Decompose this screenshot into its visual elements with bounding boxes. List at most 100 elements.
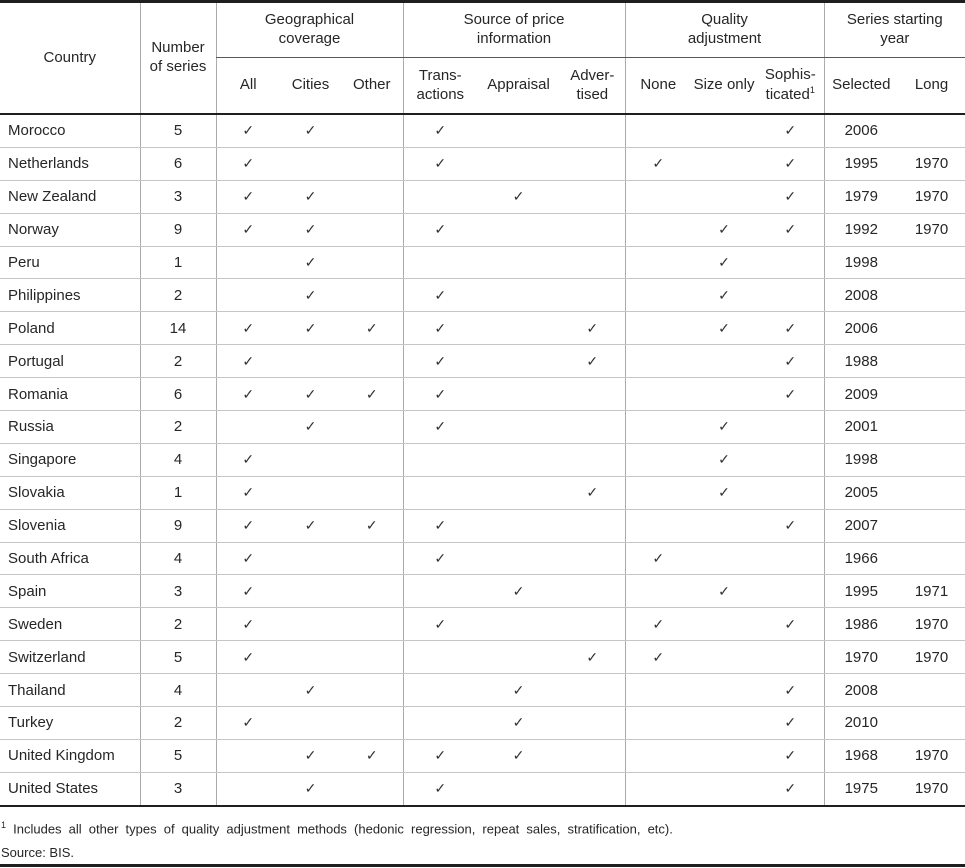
checkmark-icon: ✓ (434, 418, 447, 435)
check-cell-sophisticated (757, 640, 825, 675)
selected-year-cell: 2005 (823, 476, 899, 510)
check-cell-other (341, 607, 404, 642)
subheader-none: None (624, 57, 692, 115)
checkmark-icon: ✓ (586, 648, 599, 665)
check-cell-none (624, 739, 692, 773)
check-cell-other (341, 476, 404, 510)
header-country: Country (0, 1, 140, 115)
check-cell-none (624, 377, 692, 412)
check-cell-none (624, 772, 692, 807)
series-count-cell: 4 (139, 673, 216, 708)
checkmark-icon: ✓ (434, 352, 447, 369)
check-cell-none: ✓ (624, 542, 692, 576)
table-row: Netherlands 6 ✓ ✓ ✓ ✓ 1995 1970 (0, 147, 965, 181)
table-row: Romania 6 ✓ ✓ ✓ ✓ ✓ 2009 (0, 377, 965, 412)
check-cell-other (341, 344, 404, 379)
long-year-cell (898, 509, 965, 543)
check-cell-transactions: ✓ (402, 278, 478, 313)
check-cell-transactions: ✓ (402, 114, 478, 148)
check-cell-size-only (691, 542, 758, 576)
selected-year-cell: 1979 (823, 180, 899, 214)
check-cell-all: ✓ (215, 509, 280, 543)
checkmark-icon: ✓ (718, 286, 730, 303)
selected-year-cell: 2010 (823, 706, 899, 740)
selected-year-cell: 1995 (823, 574, 899, 609)
table-row: Singapore 4 ✓ ✓ 1998 (0, 443, 965, 477)
country-cell: Romania (0, 377, 140, 412)
check-cell-all (215, 673, 280, 708)
check-cell-none (624, 180, 692, 214)
series-count-cell: 2 (139, 706, 216, 740)
check-cell-advertised (560, 542, 626, 576)
selected-year-cell: 1998 (823, 246, 899, 280)
check-cell-appraisal (477, 410, 561, 444)
check-cell-size-only (691, 344, 758, 379)
check-cell-appraisal: ✓ (477, 673, 561, 708)
selected-year-cell: 1992 (823, 213, 899, 247)
checkmark-icon: ✓ (242, 221, 255, 238)
check-cell-cities: ✓ (280, 213, 341, 247)
check-cell-transactions (402, 476, 478, 510)
subheader-all: All (215, 57, 280, 115)
selected-year-cell: 2008 (823, 673, 899, 708)
table-row: Portugal 2 ✓ ✓ ✓ ✓ 1988 (0, 344, 965, 379)
check-cell-transactions: ✓ (402, 509, 478, 543)
check-cell-transactions: ✓ (402, 377, 478, 412)
checkmark-icon: ✓ (242, 484, 255, 501)
check-cell-none (624, 278, 692, 313)
check-cell-size-only (691, 114, 758, 148)
check-cell-size-only: ✓ (691, 410, 758, 444)
long-year-cell (898, 377, 965, 412)
subheader-appraisal: Appraisal (477, 57, 561, 115)
selected-year-cell: 1998 (823, 443, 899, 477)
subheader-sophisticated-label: Sophis-ticated (764, 66, 816, 103)
check-cell-cities (280, 640, 341, 675)
checkmark-icon: ✓ (434, 517, 447, 534)
checkmark-icon: ✓ (304, 681, 317, 698)
selected-year-cell: 2006 (823, 311, 899, 346)
check-cell-other: ✓ (341, 739, 404, 773)
group-label: Source of price information (463, 11, 565, 47)
checkmark-icon: ✓ (365, 385, 378, 402)
checkmark-icon: ✓ (718, 484, 730, 501)
check-cell-all: ✓ (215, 114, 280, 148)
checkmark-icon: ✓ (304, 517, 317, 534)
check-cell-all: ✓ (215, 706, 280, 740)
footnote-marker: 1 (809, 85, 815, 95)
check-cell-all (215, 772, 280, 807)
series-count-cell: 5 (139, 114, 216, 148)
country-cell: Netherlands (0, 147, 140, 181)
check-cell-size-only: ✓ (691, 278, 758, 313)
check-cell-other (341, 246, 404, 280)
check-cell-size-only (691, 147, 758, 181)
check-cell-advertised (560, 772, 626, 807)
checkmark-icon: ✓ (242, 517, 255, 534)
selected-year-cell: 2001 (823, 410, 899, 444)
check-cell-sophisticated: ✓ (757, 772, 825, 807)
check-cell-all: ✓ (215, 574, 280, 609)
series-count-cell: 14 (139, 311, 216, 346)
checkmark-icon: ✓ (365, 747, 378, 764)
check-cell-cities: ✓ (280, 180, 341, 214)
country-cell: United Kingdom (0, 739, 140, 773)
check-cell-sophisticated (757, 410, 825, 444)
check-cell-sophisticated: ✓ (757, 509, 825, 543)
series-count-cell: 3 (139, 180, 216, 214)
long-year-cell (898, 706, 965, 740)
long-year-cell (898, 344, 965, 379)
subheader-long: Long (898, 57, 965, 115)
check-cell-all: ✓ (215, 443, 280, 477)
check-cell-appraisal (477, 114, 561, 148)
long-year-cell: 1970 (898, 147, 965, 181)
check-cell-cities (280, 147, 341, 181)
check-cell-cities: ✓ (280, 377, 341, 412)
checkmark-icon: ✓ (304, 385, 317, 402)
checkmark-icon: ✓ (512, 747, 525, 764)
check-cell-advertised (560, 739, 626, 773)
checkmark-icon: ✓ (304, 254, 317, 270)
check-cell-advertised (560, 410, 626, 444)
check-cell-transactions: ✓ (402, 311, 478, 346)
long-year-cell (898, 542, 965, 576)
long-year-cell: 1970 (898, 739, 965, 773)
series-count-cell: 4 (139, 443, 216, 477)
